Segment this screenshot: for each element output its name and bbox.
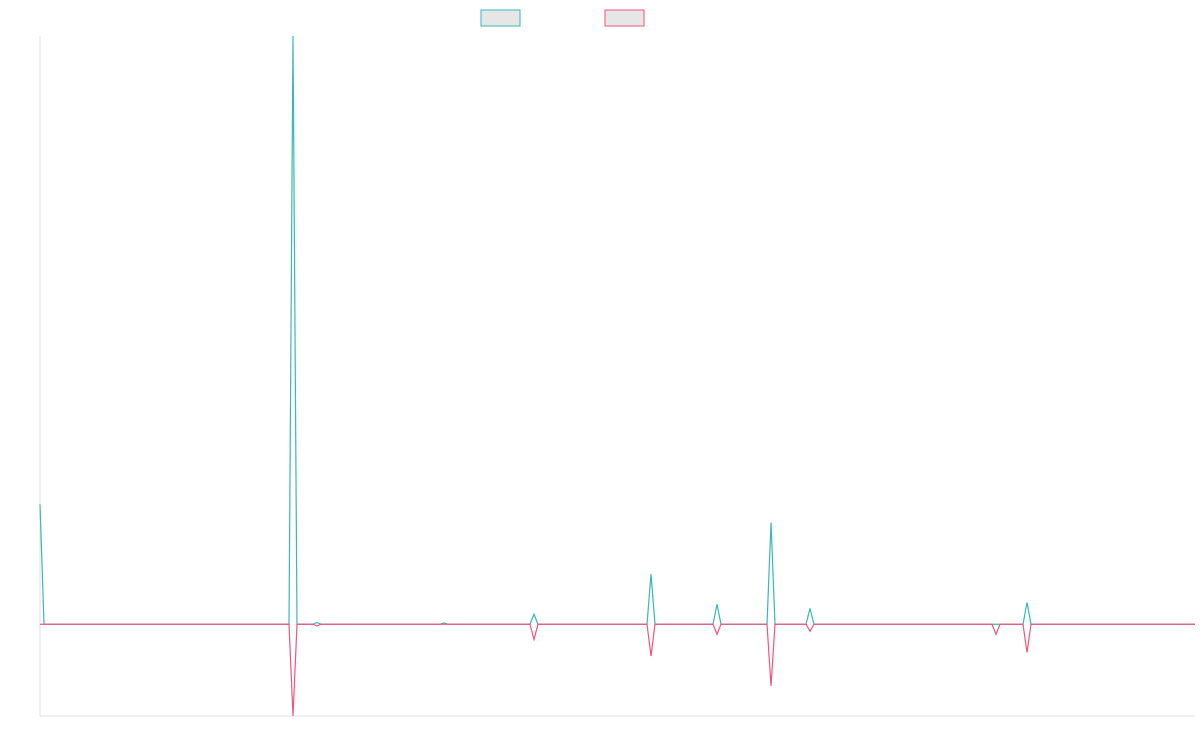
data-line (40, 623, 1195, 717)
legend-swatch[interactable] (604, 9, 645, 27)
data-line (39, 35, 1195, 625)
legend-swatch[interactable] (480, 9, 521, 27)
